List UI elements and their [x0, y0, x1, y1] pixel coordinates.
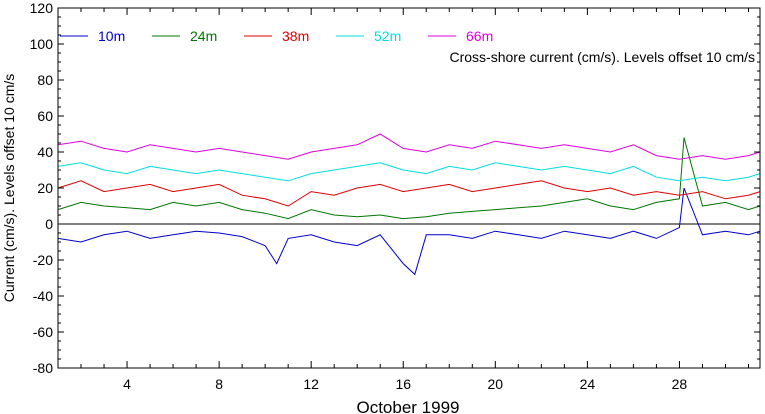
y-tick-label: 40	[37, 144, 53, 160]
series-line-38m	[57, 180, 761, 207]
y-tick-label: 80	[37, 72, 53, 88]
x-tick-label: 12	[303, 376, 319, 392]
series-line-24m	[57, 137, 761, 220]
series-line-52m	[57, 162, 761, 182]
x-axis-label: October 1999	[356, 398, 459, 414]
y-tick-label: -80	[33, 360, 53, 376]
y-tick-label: 100	[30, 36, 54, 52]
x-tick-label: 8	[215, 376, 223, 392]
ticks-layer: -80 -60 -40 -20 0 20 40 60 80 100 120 4 8 12 16 20 24 28	[30, 0, 760, 392]
x-tick-label: 16	[395, 376, 411, 392]
plot-area	[58, 8, 760, 368]
y-tick-label: -60	[33, 324, 53, 340]
series-line-66m	[57, 133, 761, 160]
series-line-10m	[57, 187, 761, 276]
legend-label-66m: 66m	[466, 28, 493, 44]
y-tick-label: 0	[45, 216, 53, 232]
legend-label-38m: 38m	[282, 28, 309, 44]
y-tick-label: 20	[37, 180, 53, 196]
chart-title: Cross-shore current (cm/s). Levels offse…	[450, 49, 756, 65]
x-tick-label: 24	[580, 376, 596, 392]
y-tick-label: -40	[33, 288, 53, 304]
y-tick-label: 60	[37, 108, 53, 124]
y-tick-label: -20	[33, 252, 53, 268]
legend-label-24m: 24m	[190, 28, 217, 44]
y-axis-label: Current (cm/s). Levels offset 10 cm/s	[1, 74, 17, 302]
legend: 10m 24m 38m 52m 66m	[60, 28, 493, 44]
x-tick-label: 4	[123, 376, 131, 392]
x-tick-label: 20	[488, 376, 504, 392]
legend-label-52m: 52m	[374, 28, 401, 44]
x-tick-label: 28	[672, 376, 688, 392]
y-tick-label: 120	[30, 0, 54, 16]
series-layer	[57, 133, 761, 276]
legend-label-10m: 10m	[98, 28, 125, 44]
